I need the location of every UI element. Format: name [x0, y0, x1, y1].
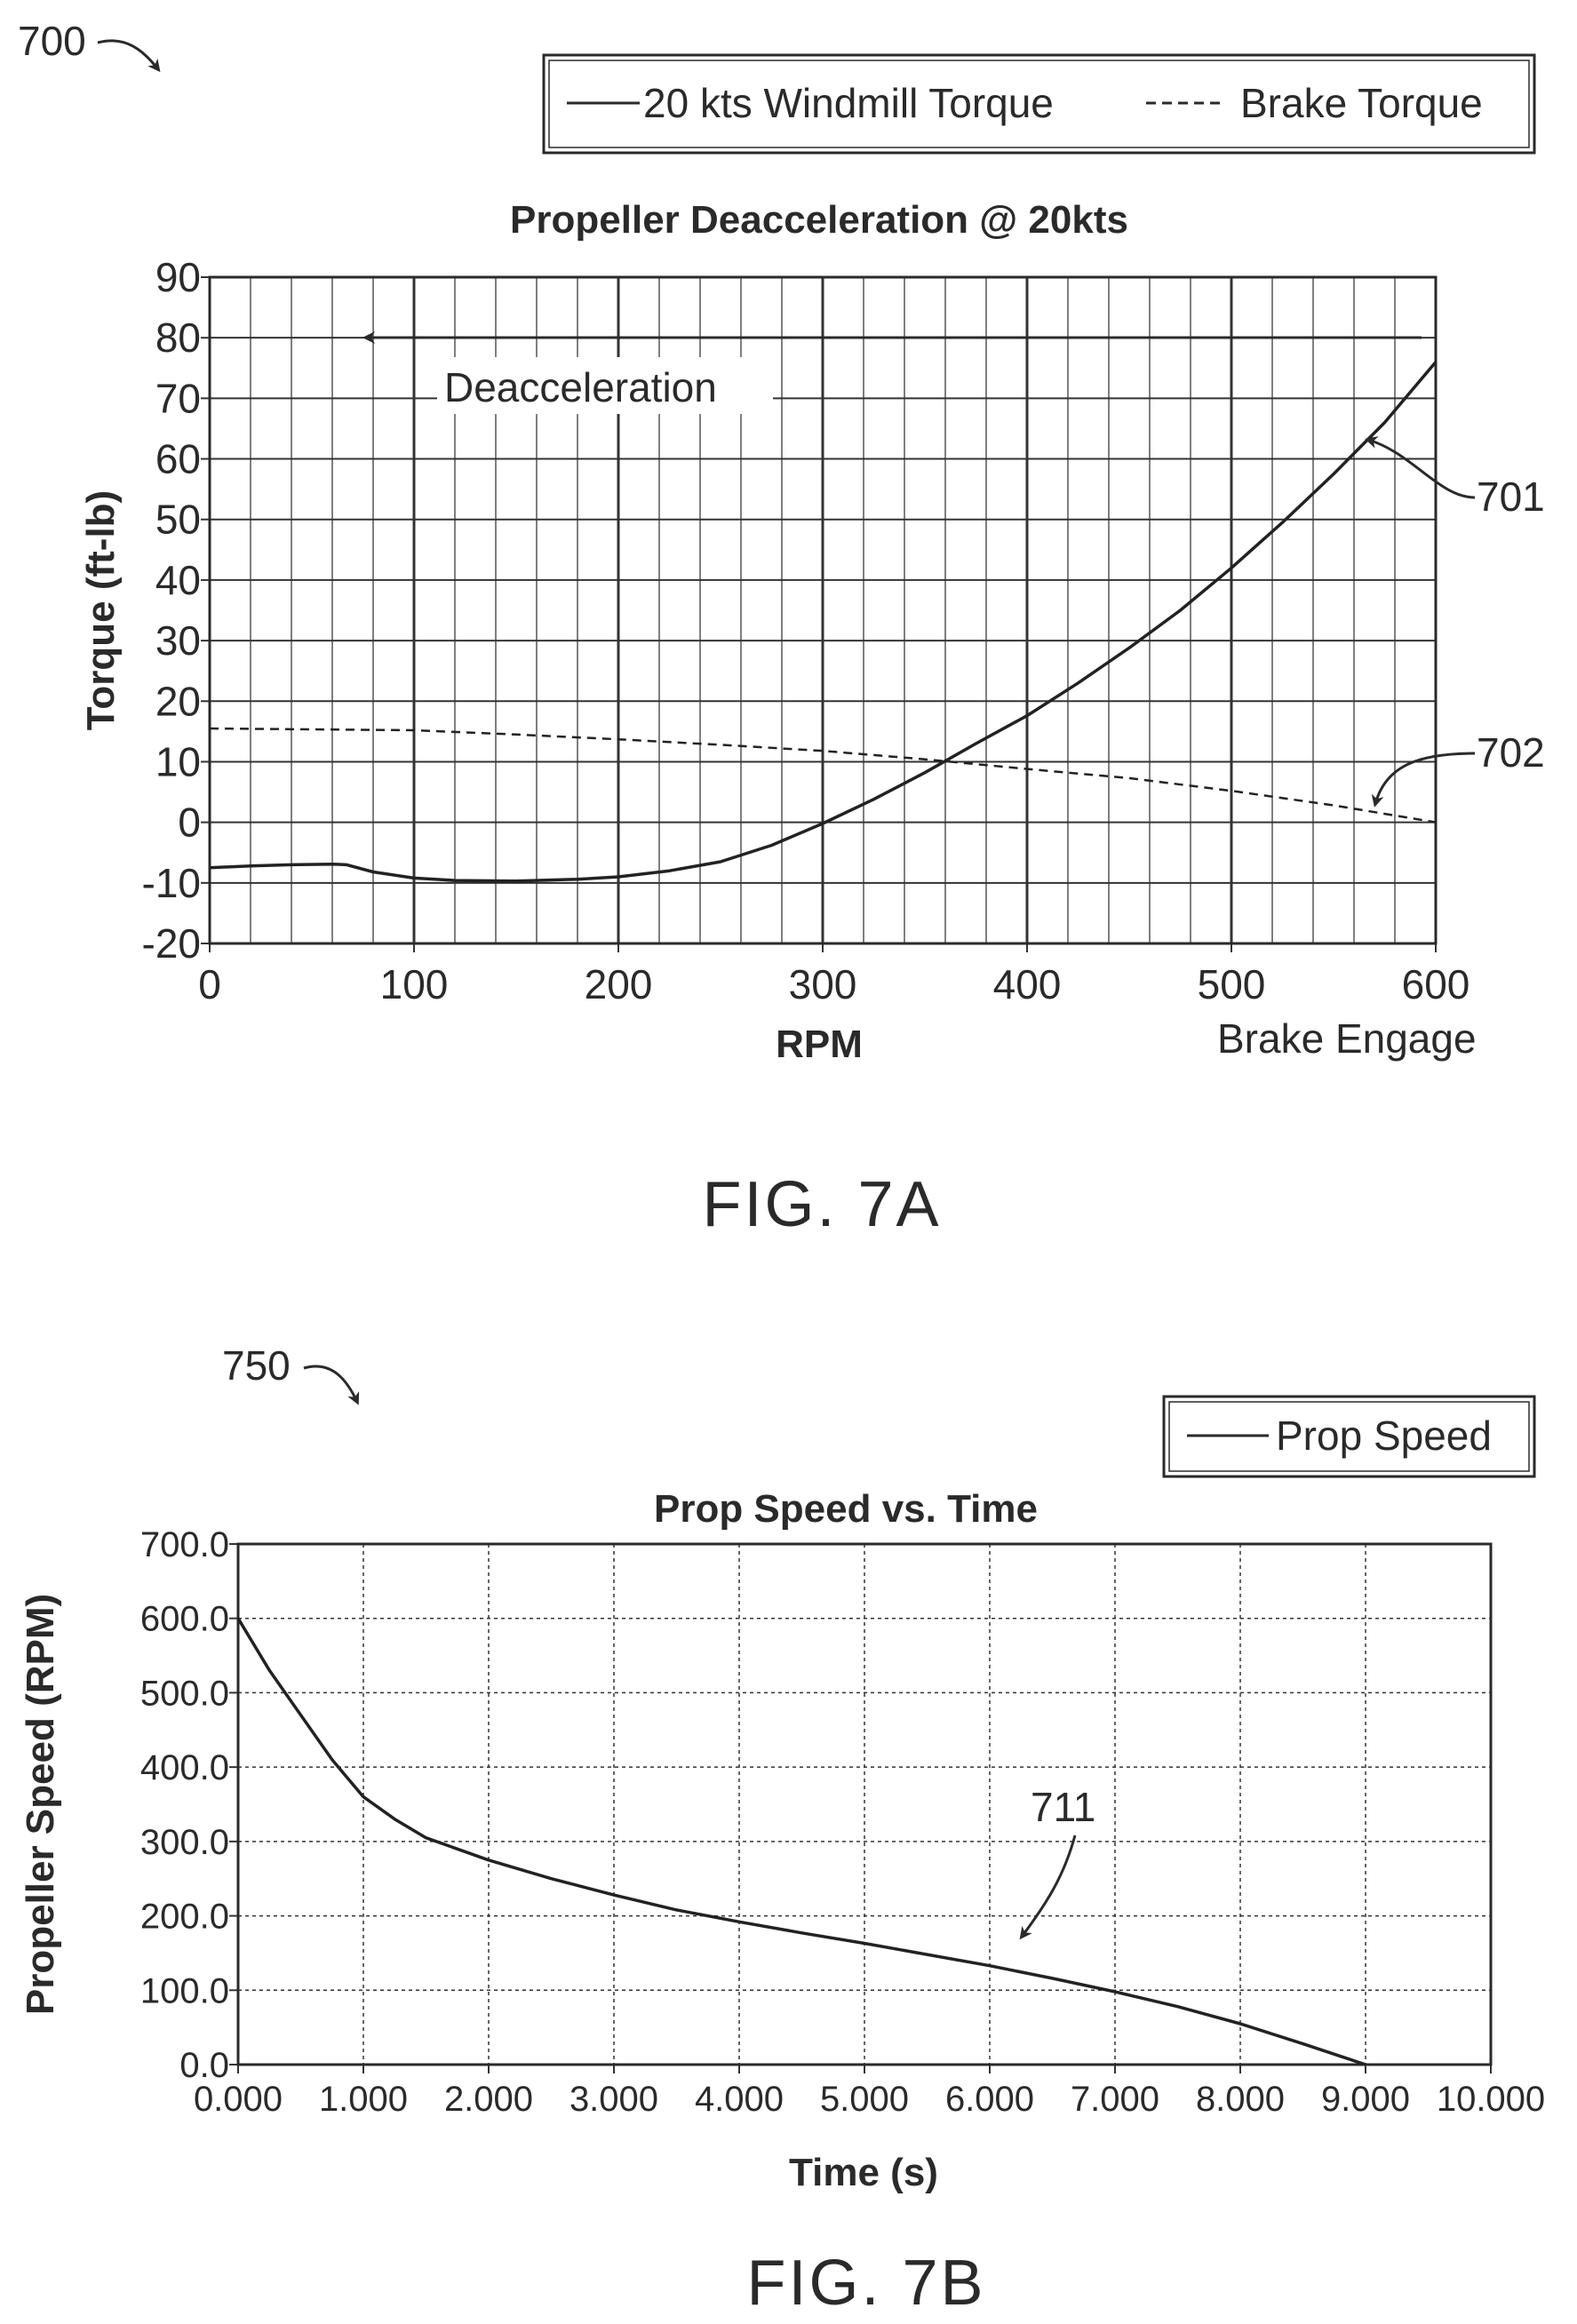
x-tick-label: 5.000 [820, 2080, 909, 2119]
chart-7a-tick-labels: 0 100 200 300 400 500 600 -20 -10 0 10 20 30 40 50 60 70… [142, 254, 1470, 1007]
y-tick-label: 90 [155, 254, 201, 300]
x-tick-label: 9.000 [1321, 2080, 1410, 2119]
chart-7a-x-axis-label: RPM [776, 1023, 863, 1066]
figure-7b: 750 Prop Speed Prop Speed vs. Time 0.000… [19, 1342, 1545, 2319]
x-tick-label: 400 [993, 961, 1062, 1007]
chart-7b-plot-frame [236, 1542, 1493, 2066]
y-tick-label: 20 [155, 678, 201, 724]
chart-7b-series [236, 1617, 1366, 2066]
curve-702-ref: 702 [1477, 729, 1545, 776]
chart-7b-gridlines [229, 1543, 1492, 2073]
y-tick-label: -10 [142, 860, 201, 906]
y-tick-label: 60 [155, 436, 201, 482]
curve-702-leader [1371, 752, 1476, 808]
y-tick-label: 700.0 [140, 1525, 229, 1564]
y-tick-label: 70 [155, 375, 201, 421]
chart-7b-x-axis-label: Time (s) [789, 2151, 938, 2194]
chart-7b-tick-labels: 0.000 1.000 2.000 3.000 4.000 5.000 6.000 7.000… [140, 1525, 1545, 2119]
brake-engage-label: Brake Engage [1217, 1015, 1477, 1062]
y-tick-label: 0 [178, 800, 201, 846]
figure-7a-legend: 20 kts Windmill Torque Brake Torque [542, 53, 1536, 155]
curve-711-ref: 711 [1031, 1784, 1095, 1830]
legend-brake-torque-label: Brake Torque [1240, 80, 1483, 126]
y-tick-label: 50 [155, 497, 201, 543]
figure-7b-legend: Prop Speed [1162, 1395, 1536, 1478]
x-tick-label: 10.000 [1437, 2080, 1545, 2119]
x-tick-label: 600 [1402, 961, 1470, 1007]
legend-windmill-torque-label: 20 kts Windmill Torque [643, 80, 1054, 126]
chart-7a-title: Propeller Deacceleration @ 20kts [510, 198, 1128, 242]
figure-7b-ref-arrow [303, 1365, 360, 1405]
x-tick-label: 100 [380, 961, 449, 1007]
y-tick-label: 200.0 [140, 1898, 229, 1937]
chart-7b-title: Prop Speed vs. Time [654, 1487, 1038, 1531]
y-tick-label: 300.0 [140, 1823, 229, 1862]
x-tick-label: 6.000 [945, 2080, 1034, 2119]
curve-701-ref: 701 [1477, 474, 1545, 520]
y-tick-label: 40 [155, 557, 201, 603]
x-tick-label: 500 [1198, 961, 1266, 1007]
y-tick-label: 80 [155, 314, 201, 361]
figure-7b-ref-number: 750 [222, 1342, 291, 1389]
chart-7a-series [209, 361, 1438, 883]
x-tick-label: 200 [585, 961, 653, 1007]
x-tick-label: 7.000 [1071, 2080, 1159, 2119]
figure-7a-ref-number: 700 [18, 18, 86, 64]
y-tick-label: 10 [155, 738, 201, 784]
y-tick-label: -20 [142, 920, 201, 967]
x-tick-label: 2.000 [444, 2080, 533, 2119]
series-line-0 [209, 361, 1438, 883]
figure-7a-ref-arrow [97, 39, 161, 73]
chart-7a-y-axis-label: Torque (ft-lb) [79, 490, 123, 730]
y-tick-label: 0.0 [179, 2046, 229, 2085]
y-tick-label: 500.0 [140, 1674, 229, 1713]
figure-7b-caption: FIG. 7B [746, 2248, 985, 2319]
y-tick-label: 400.0 [140, 1748, 229, 1787]
y-tick-label: 100.0 [140, 1971, 229, 2010]
y-tick-label: 600.0 [140, 1600, 229, 1639]
legend-prop-speed-label: Prop Speed [1276, 1413, 1492, 1459]
figure-7a-caption: FIG. 7A [702, 1169, 941, 1240]
y-tick-label: 30 [155, 617, 201, 664]
chart-7a-gridlines [201, 276, 1437, 952]
curve-701-leader [1365, 436, 1476, 499]
series-line-1 [209, 727, 1437, 824]
x-tick-label: 300 [789, 961, 857, 1007]
x-tick-label: 1.000 [319, 2080, 408, 2119]
x-tick-label: 4.000 [695, 2080, 784, 2119]
x-tick-label: 0.000 [194, 2080, 283, 2119]
chart-7b-y-axis-label: Propeller Speed (RPM) [19, 1594, 62, 2015]
deacceleration-label: Deacceleration [444, 364, 717, 410]
x-tick-label: 0 [198, 961, 221, 1007]
x-tick-label: 3.000 [569, 2080, 658, 2119]
figure-7a-legend-frame [542, 53, 1536, 155]
x-tick-label: 8.000 [1196, 2080, 1285, 2119]
chart-7a-plot-frame [208, 275, 1438, 945]
series-line-0 [236, 1617, 1366, 2066]
curve-711-leader [1019, 1835, 1077, 1940]
figure-7a: 700 20 kts Windmill Torque Brake Torque … [18, 18, 1545, 1240]
